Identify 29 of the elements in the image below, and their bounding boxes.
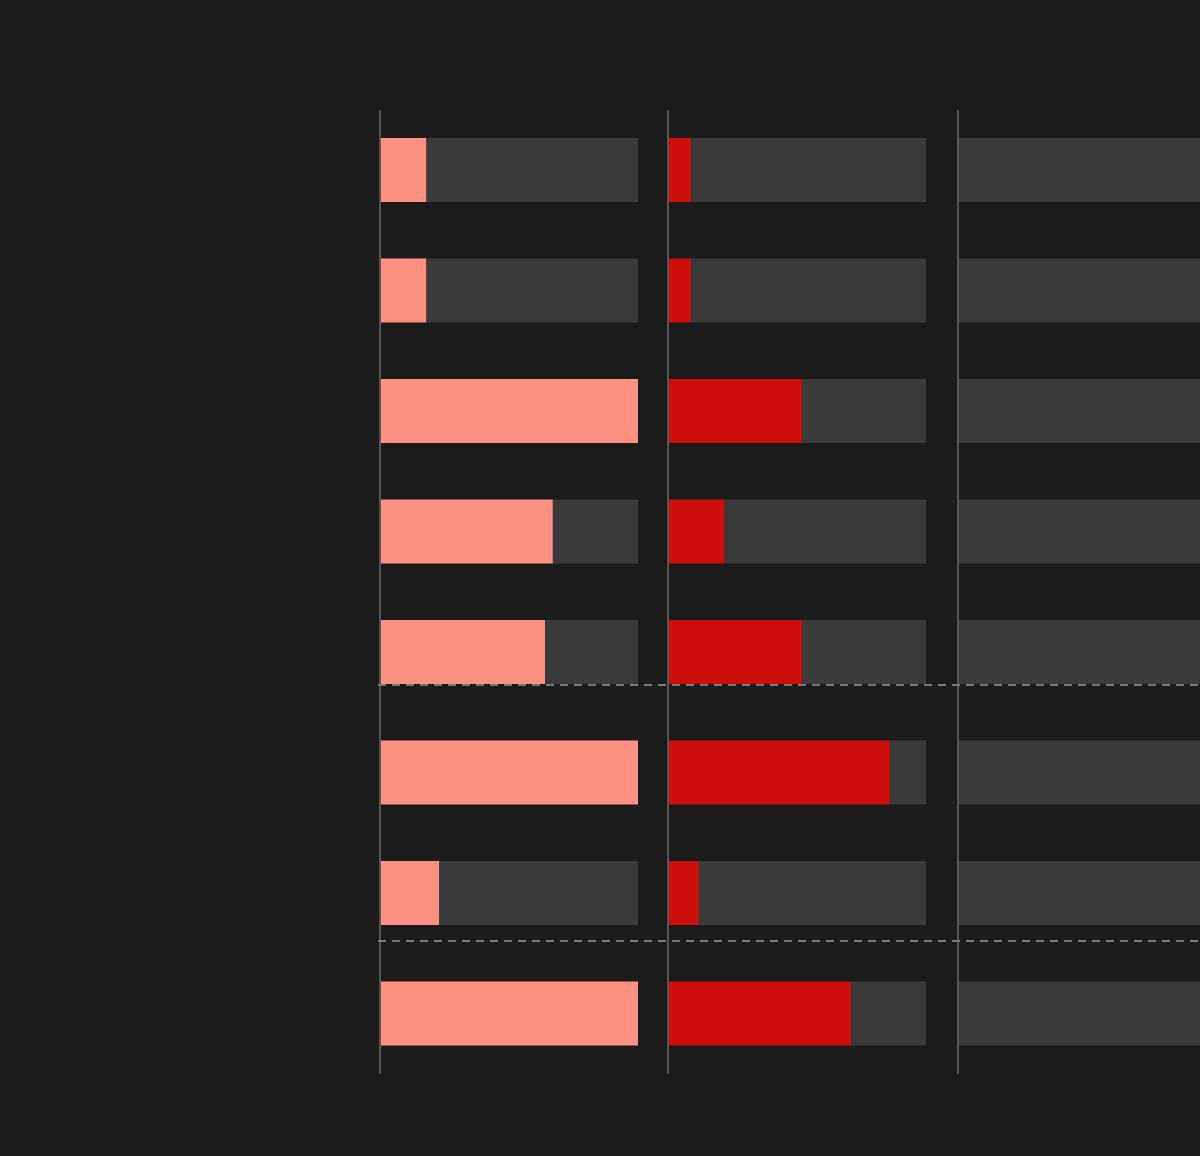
bar — [698, 861, 926, 925]
bar — [802, 379, 926, 443]
bar — [426, 138, 638, 202]
bar — [724, 499, 926, 564]
bar — [691, 138, 926, 202]
bar — [668, 740, 890, 805]
bar — [851, 981, 926, 1046]
bar — [380, 861, 440, 925]
bar — [380, 740, 638, 805]
bar — [439, 861, 638, 925]
bar — [802, 620, 926, 684]
bar — [545, 620, 638, 684]
bar — [380, 499, 553, 564]
bar — [668, 499, 725, 564]
bar — [668, 258, 692, 323]
bar — [668, 379, 803, 443]
bar — [380, 620, 546, 684]
bar — [668, 620, 803, 684]
bar — [668, 861, 699, 925]
bar — [668, 138, 692, 202]
bar — [380, 138, 427, 202]
bar — [380, 981, 638, 1046]
bar — [691, 258, 926, 323]
bar — [889, 740, 926, 805]
bar — [380, 258, 427, 323]
bar — [380, 379, 638, 443]
bar — [426, 258, 638, 323]
bar — [552, 499, 638, 564]
bar — [668, 981, 852, 1046]
